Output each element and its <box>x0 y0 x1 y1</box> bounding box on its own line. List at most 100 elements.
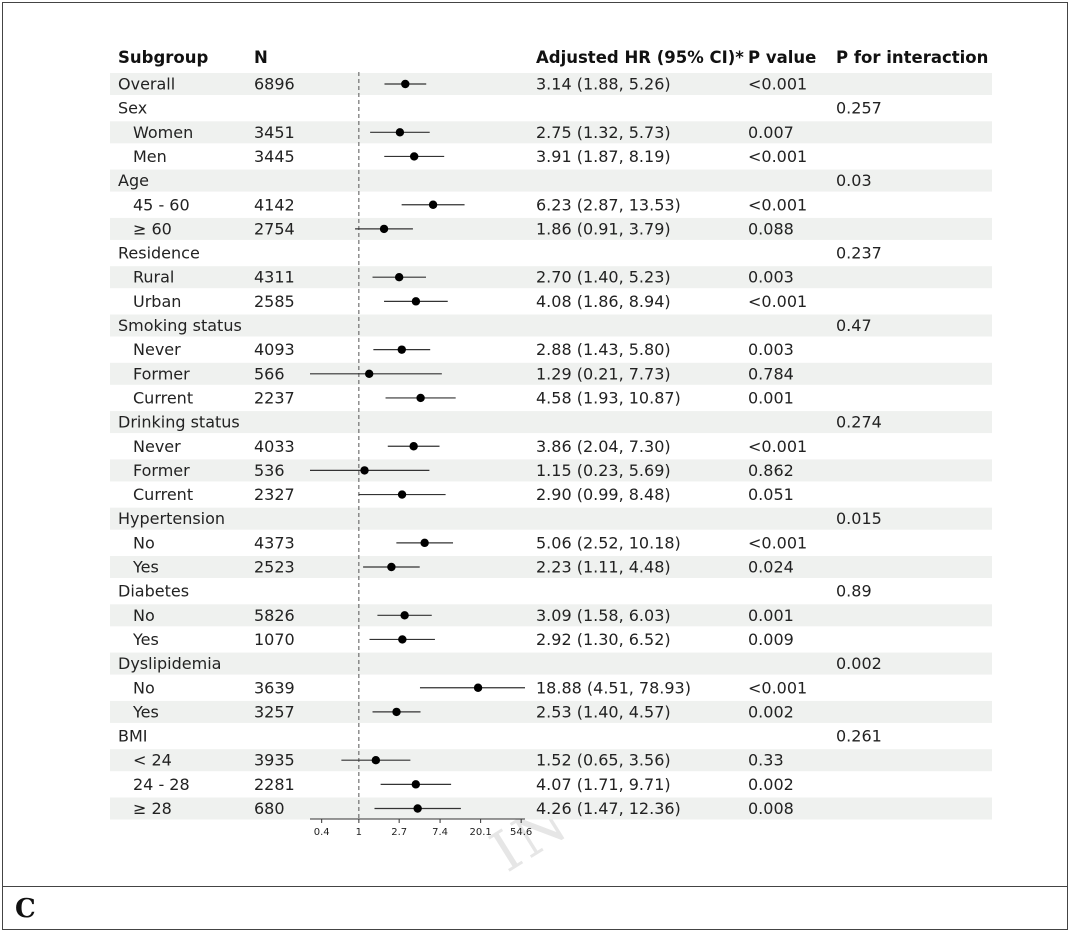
row-hr-text: 3.86 (2.04, 7.30) <box>536 437 671 456</box>
row-stripe <box>110 411 992 434</box>
row-label: Yes <box>132 702 159 721</box>
row-hr-text: 5.06 (2.52, 10.18) <box>536 533 681 552</box>
hr-point <box>395 128 405 137</box>
hr-point <box>398 635 407 644</box>
row-label: BMI <box>118 727 148 746</box>
row-n: 3639 <box>254 678 295 697</box>
row-label: 24 - 28 <box>133 775 190 794</box>
x-tick-label: 2.7 <box>391 827 407 838</box>
row-label: Current <box>133 388 193 407</box>
row-p-value: 0.051 <box>748 485 794 504</box>
hr-point <box>379 224 389 234</box>
row-label: Yes <box>132 630 159 649</box>
row-label: ≥ 28 <box>133 799 172 818</box>
column-headers: Subgroup N Adjusted HR (95% CI)* P value… <box>118 48 988 67</box>
row-label: Sex <box>118 99 147 118</box>
row-hr-text: 2.53 (1.40, 4.57) <box>536 702 671 721</box>
row-label: No <box>133 533 155 552</box>
row-label: No <box>133 678 155 697</box>
row-stripe <box>110 362 992 385</box>
x-tick-label: 1 <box>356 827 362 838</box>
row-label: Current <box>133 485 193 504</box>
hr-point <box>401 79 410 89</box>
hr-point <box>371 756 381 765</box>
row-label: Overall <box>118 75 175 94</box>
hr-point <box>428 200 438 209</box>
figure-frame <box>2 2 1068 930</box>
row-p-value: <0.001 <box>748 437 807 456</box>
row-n: 2327 <box>254 485 295 504</box>
row-p-value: 0.088 <box>748 219 794 238</box>
row-n: 2237 <box>254 388 295 407</box>
row-label: Former <box>133 364 190 383</box>
row-hr-text: 2.92 (1.30, 6.52) <box>536 630 671 649</box>
row-p-value: <0.001 <box>748 533 807 552</box>
row-p-value: 0.001 <box>748 606 794 625</box>
row-stripe <box>110 266 992 289</box>
hr-point <box>394 273 404 282</box>
row-n: 4142 <box>254 195 295 214</box>
row-p-value: 0.008 <box>748 799 794 818</box>
row-p-value: <0.001 <box>748 147 807 166</box>
row-stripe <box>110 652 992 675</box>
hr-markers <box>310 79 525 813</box>
row-p-value: <0.001 <box>748 292 807 311</box>
row-label: < 24 <box>133 751 172 770</box>
row-hr-text: 4.26 (1.47, 12.36) <box>536 799 681 818</box>
row-n: 3257 <box>254 702 295 721</box>
row-p-interaction: 0.89 <box>836 582 872 601</box>
row-hr-text: 6.23 (2.87, 13.53) <box>536 195 681 214</box>
row-p-interaction: 0.274 <box>836 413 882 432</box>
row-n: 1070 <box>254 630 295 649</box>
hr-point <box>420 538 429 548</box>
row-p-value: 0.003 <box>748 268 794 287</box>
x-tick-label: 20.1 <box>469 827 491 838</box>
row-hr-text: 4.58 (1.93, 10.87) <box>536 388 681 407</box>
row-label: Never <box>133 340 181 359</box>
hr-point <box>397 345 406 354</box>
row-p-value: 0.009 <box>748 630 794 649</box>
hr-point <box>400 611 409 620</box>
row-label: Men <box>133 147 167 166</box>
x-tick-label: 7.4 <box>432 827 448 838</box>
hr-point <box>411 780 421 789</box>
row-label: Smoking status <box>118 316 242 335</box>
row-label: Yes <box>132 558 159 577</box>
hr-point <box>409 152 419 161</box>
hr-point <box>473 683 483 692</box>
row-label: Urban <box>133 292 181 311</box>
row-n: 3935 <box>254 751 295 770</box>
row-label: Never <box>133 437 181 456</box>
row-p-value: 0.33 <box>748 751 784 770</box>
row-p-value: <0.001 <box>748 195 807 214</box>
row-p-value: 0.007 <box>748 123 794 142</box>
row-hr-text: 3.91 (1.87, 8.19) <box>536 147 671 166</box>
hr-point <box>397 490 407 499</box>
row-p-interaction: 0.47 <box>836 316 872 335</box>
row-stripe <box>110 797 992 820</box>
header-p-interaction: P for interaction <box>836 48 988 67</box>
hr-point <box>413 804 422 813</box>
row-n: 4093 <box>254 340 295 359</box>
row-hr-text: 3.14 (1.88, 5.26) <box>536 75 671 94</box>
row-p-value: <0.001 <box>748 75 807 94</box>
row-p-interaction: 0.237 <box>836 244 882 263</box>
row-stripe <box>110 556 992 578</box>
row-label: 45 - 60 <box>133 195 190 214</box>
row-p-value: 0.002 <box>748 702 794 721</box>
row-label: Dyslipidemia <box>118 654 221 673</box>
row-stripe <box>110 169 992 192</box>
row-hr-text: 2.90 (0.99, 8.48) <box>536 485 671 504</box>
row-p-interaction: 0.002 <box>836 654 882 673</box>
header-hr: Adjusted HR (95% CI)* <box>536 48 744 67</box>
row-hr-text: 1.52 (0.65, 3.56) <box>536 751 671 770</box>
row-n: 3445 <box>254 147 295 166</box>
row-hr-text: 2.70 (1.40, 5.23) <box>536 268 671 287</box>
x-tick-label: 54.6 <box>510 827 532 838</box>
row-hr-text: 1.86 (0.91, 3.79) <box>536 219 671 238</box>
row-n: 680 <box>254 799 285 818</box>
row-p-value: 0.862 <box>748 461 794 480</box>
row-p-interaction: 0.257 <box>836 99 882 118</box>
row-stripe <box>110 314 992 337</box>
row-stripe <box>110 700 992 723</box>
